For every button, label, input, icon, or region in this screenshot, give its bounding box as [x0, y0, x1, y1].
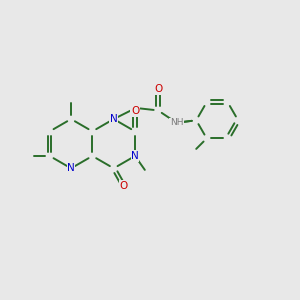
- Text: O: O: [154, 85, 162, 94]
- Text: O: O: [119, 181, 128, 191]
- Text: NH: NH: [170, 118, 183, 127]
- Text: N: N: [131, 151, 139, 161]
- Text: O: O: [131, 106, 139, 116]
- Text: N: N: [67, 163, 75, 173]
- Text: N: N: [110, 114, 118, 124]
